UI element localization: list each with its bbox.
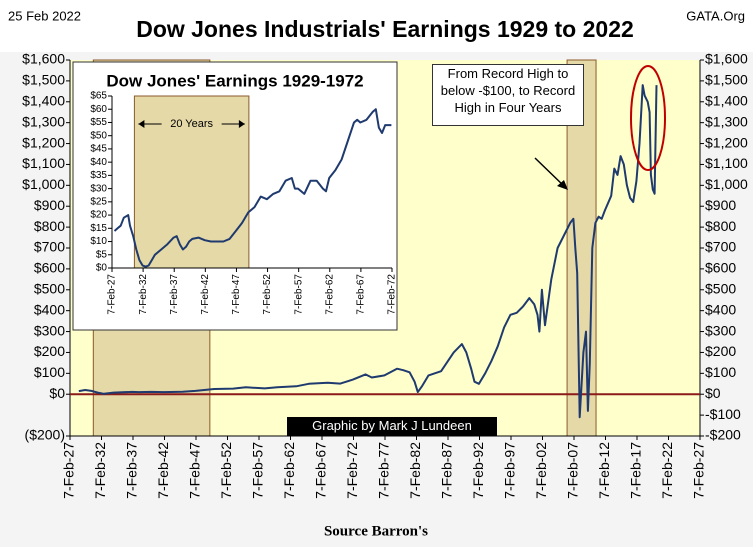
highlight-ellipse [630, 65, 666, 171]
earnings-line [113, 108, 392, 268]
y-tick-label: $1,200 [22, 134, 65, 150]
site: GATA.Org [686, 8, 745, 23]
y-tick-label: $1,600 [22, 51, 65, 67]
y2-tick-label: $1,400 [705, 92, 748, 108]
y2-tick-label: $1,200 [705, 134, 748, 150]
annotation: From Record High to below -$100, to Reco… [432, 64, 584, 126]
y2-tick-label: $1,300 [705, 113, 748, 129]
y-tick-label: $1,500 [22, 72, 65, 88]
span-label: 20 Years [170, 118, 213, 130]
y-tick-label: $900 [34, 197, 65, 213]
y2-tick-label: $1,600 [705, 51, 748, 67]
x-tick-label: 7-Feb-32 [138, 274, 149, 315]
y-tick-label: $10 [90, 236, 107, 247]
x-tick-label: 7-Feb-67 [356, 274, 367, 315]
footer: Source Barron's [324, 523, 428, 539]
inset-title: Dow Jones' Earnings 1929-1972 [106, 71, 363, 90]
y-tick-label: $35 [90, 170, 107, 181]
y2-tick-label: $1,100 [705, 155, 748, 171]
y2-tick-label: $400 [705, 301, 736, 317]
y2-tick-label: $200 [705, 343, 736, 359]
y-tick-label: $1,000 [22, 176, 65, 192]
x-tick-label: 7-Feb-77 [376, 442, 392, 499]
y2-tick-label: -$200 [705, 427, 741, 443]
y2-tick-label: $1,500 [705, 72, 748, 88]
arrow [534, 157, 566, 188]
y-tick-label: $1,300 [22, 113, 65, 129]
x-tick-label: 7-Feb-67 [313, 442, 329, 499]
chart-title: Dow Jones Industrials' Earnings 1929 to … [136, 16, 634, 42]
x-tick-label: 7-Feb-37 [124, 442, 140, 499]
y2-tick-label: $500 [705, 280, 736, 296]
y-tick-label: $500 [34, 280, 65, 296]
x-tick-label: 7-Feb-07 [565, 442, 581, 499]
y-tick-label: $5 [96, 249, 108, 260]
y-tick-label: $60 [90, 104, 107, 115]
x-tick-label: 7-Feb-22 [659, 442, 675, 499]
y-tick-label: $800 [34, 218, 65, 234]
y-tick-label: $200 [34, 343, 65, 359]
y-tick-label: $700 [34, 239, 65, 255]
x-tick-label: 7-Feb-52 [262, 274, 273, 315]
y-tick-label: $25 [90, 196, 107, 207]
x-tick-label: 7-Feb-87 [439, 442, 455, 499]
y-tick-label: $1,100 [22, 155, 65, 171]
x-tick-label: 7-Feb-62 [281, 442, 297, 499]
x-tick-label: 7-Feb-72 [344, 442, 360, 499]
x-tick-label: 7-Feb-47 [187, 442, 203, 499]
x-tick-label: 7-Feb-72 [387, 274, 398, 315]
y2-tick-label: $800 [705, 218, 736, 234]
y2-tick-label: $0 [705, 385, 721, 401]
y-tick-label: $15 [90, 223, 107, 234]
x-tick-label: 7-Feb-62 [324, 274, 335, 315]
x-tick-label: 7-Feb-42 [155, 442, 171, 499]
arrow-head [557, 180, 568, 190]
x-tick-label: 7-Feb-42 [200, 274, 211, 315]
y2-tick-label: $100 [705, 364, 736, 380]
y-tick-label: $300 [34, 322, 65, 338]
y-tick-label: ($200) [25, 427, 65, 443]
x-tick-label: 7-Feb-57 [293, 274, 304, 315]
x-tick-label: 7-Feb-02 [533, 442, 549, 499]
y-tick-label: $30 [90, 183, 107, 194]
title-band [0, 0, 753, 52]
y2-tick-label: $1,000 [705, 176, 748, 192]
x-tick-label: 7-Feb-52 [218, 442, 234, 499]
y-tick-label: $400 [34, 301, 65, 317]
y2-tick-label: -$100 [705, 406, 741, 422]
y2-tick-label: $700 [705, 239, 736, 255]
date: 25 Feb 2022 [8, 8, 81, 23]
y-tick-label: $55 [90, 117, 107, 128]
x-tick-label: 7-Feb-97 [502, 442, 518, 499]
y2-tick-label: $900 [705, 197, 736, 213]
x-tick-label: 7-Feb-57 [250, 442, 266, 499]
y-tick-label: $0 [49, 385, 65, 401]
x-tick-label: 7-Feb-27 [61, 442, 77, 499]
x-tick-label: 7-Feb-17 [628, 442, 644, 499]
credit: Graphic by Mark J Lundeen [287, 417, 497, 436]
y-tick-label: $40 [90, 157, 107, 168]
x-tick-label: 7-Feb-27 [107, 274, 118, 315]
y-tick-label: $50 [90, 130, 107, 141]
y-tick-label: $20 [90, 210, 107, 221]
x-tick-label: 7-Feb-82 [407, 442, 423, 499]
x-tick-label: 7-Feb-27 [691, 442, 707, 499]
y-tick-label: $600 [34, 260, 65, 276]
x-tick-label: 7-Feb-12 [596, 442, 612, 499]
y-tick-label: $65 [90, 91, 107, 102]
y-tick-label: $0 [96, 263, 108, 274]
y2-tick-label: $600 [705, 260, 736, 276]
x-tick-label: 7-Feb-92 [470, 442, 486, 499]
x-tick-label: 7-Feb-32 [92, 442, 108, 499]
y-tick-label: $45 [90, 144, 107, 155]
y-tick-label: $100 [34, 364, 65, 380]
y2-tick-label: $300 [705, 322, 736, 338]
x-tick-label: 7-Feb-47 [231, 274, 242, 315]
x-tick-label: 7-Feb-37 [169, 274, 180, 315]
earnings-line [78, 84, 658, 419]
y-tick-label: $1,400 [22, 92, 65, 108]
